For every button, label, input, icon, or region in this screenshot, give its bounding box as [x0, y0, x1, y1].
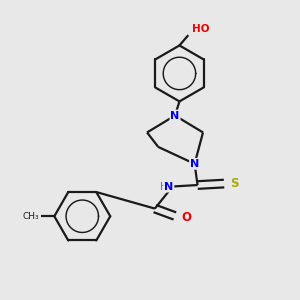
Text: S: S	[230, 177, 239, 190]
Text: CH₃: CH₃	[23, 212, 40, 221]
Text: HO: HO	[192, 24, 209, 34]
Text: N: N	[190, 159, 199, 169]
Text: N: N	[170, 110, 180, 121]
Text: H: H	[160, 182, 168, 191]
Text: O: O	[182, 211, 191, 224]
Text: N: N	[164, 182, 173, 191]
